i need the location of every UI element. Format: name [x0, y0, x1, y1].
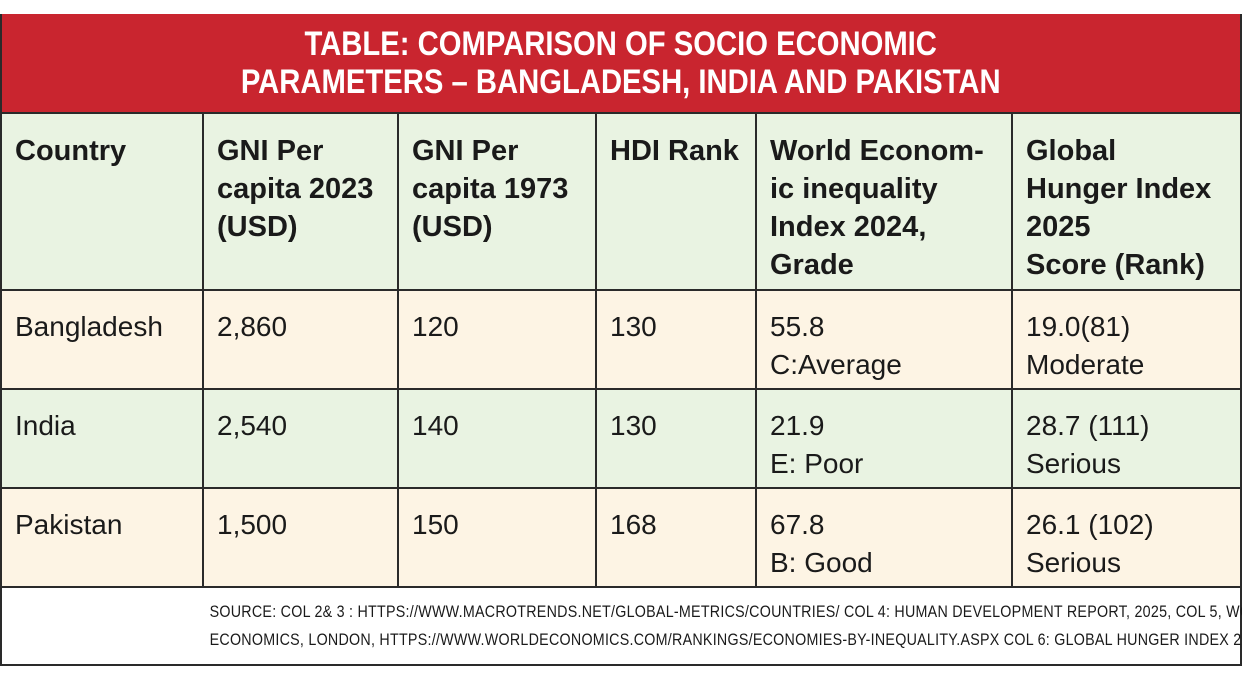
- inequality-grade: B: Good: [770, 547, 873, 578]
- table-row-pakistan: Pakistan 1,500 150 168 67.8 B: Good 26.1…: [2, 488, 1240, 588]
- cell-gni-1973: 140: [398, 389, 597, 489]
- hunger-level: Serious: [1026, 547, 1121, 578]
- title-line-2: PARAMETERS – BANGLADESH, INDIA AND PAKIS…: [241, 63, 1001, 101]
- cell-hunger-index: 19.0(81) Moderate: [1012, 290, 1240, 390]
- source-line-2: ECONOMICS, LONDON, HTTPS://WWW.WORLDECON…: [209, 630, 1242, 649]
- title-banner: TABLE: COMPARISON OF SOCIO ECONOMIC PARA…: [2, 14, 1240, 114]
- cell-inequality-index: 21.9 E: Poor: [756, 389, 1013, 489]
- table-header-row: Country GNI Per capita 2023 (USD) GNI Pe…: [2, 114, 1240, 291]
- table-row-bangladesh: Bangladesh 2,860 120 130 55.8 C:Average …: [2, 290, 1240, 390]
- inequality-score: 55.8: [770, 311, 825, 342]
- cell-gni-1973: 150: [398, 488, 597, 588]
- column-header-gni-2023: GNI Per capita 2023 (USD): [203, 114, 399, 291]
- hunger-level: Moderate: [1026, 349, 1145, 380]
- comparison-table-card: TABLE: COMPARISON OF SOCIO ECONOMIC PARA…: [0, 14, 1242, 666]
- inequality-score: 67.8: [770, 509, 825, 540]
- cell-gni-1973: 120: [398, 290, 597, 390]
- cell-gni-2023: 1,500: [203, 488, 399, 588]
- inequality-grade: C:Average: [770, 349, 902, 380]
- hunger-level: Serious: [1026, 448, 1121, 479]
- column-header-hdi-rank: HDI Rank: [596, 114, 757, 291]
- column-header-country: Country: [2, 114, 204, 291]
- cell-hunger-index: 28.7 (111) Serious: [1012, 389, 1240, 489]
- inequality-grade: E: Poor: [770, 448, 864, 479]
- cell-country: India: [2, 389, 204, 489]
- hunger-score: 19.0(81): [1026, 311, 1131, 342]
- cell-country: Pakistan: [2, 488, 204, 588]
- column-header-hunger-index: Global Hunger Index 2025 Score (Rank): [1012, 114, 1240, 291]
- cell-hunger-index: 26.1 (102) Serious: [1012, 488, 1240, 588]
- column-header-gni-1973: GNI Per capita 1973 (USD): [398, 114, 597, 291]
- cell-gni-2023: 2,860: [203, 290, 399, 390]
- table-row-india: India 2,540 140 130 21.9 E: Poor 28.7 (1…: [2, 389, 1240, 489]
- hunger-score: 28.7 (111): [1026, 410, 1150, 441]
- cell-hdi-rank: 130: [596, 290, 757, 390]
- cell-gni-2023: 2,540: [203, 389, 399, 489]
- cell-hdi-rank: 130: [596, 389, 757, 489]
- cell-inequality-index: 55.8 C:Average: [756, 290, 1013, 390]
- hunger-score: 26.1 (102): [1026, 509, 1154, 540]
- cell-hdi-rank: 168: [596, 488, 757, 588]
- cell-inequality-index: 67.8 B: Good: [756, 488, 1013, 588]
- source-note: SOURCE: COL 2& 3 : HTTPS://WWW.MACROTREN…: [2, 588, 1242, 654]
- inequality-score: 21.9: [770, 410, 825, 441]
- cell-country: Bangladesh: [2, 290, 204, 390]
- column-header-inequality-index: World Econom- ic inequality Index 2024, …: [756, 114, 1013, 291]
- source-line-1: SOURCE: COL 2& 3 : HTTPS://WWW.MACROTREN…: [209, 602, 1242, 621]
- title-line-1: TABLE: COMPARISON OF SOCIO ECONOMIC: [304, 25, 938, 63]
- data-table: Country GNI Per capita 2023 (USD) GNI Pe…: [2, 114, 1240, 588]
